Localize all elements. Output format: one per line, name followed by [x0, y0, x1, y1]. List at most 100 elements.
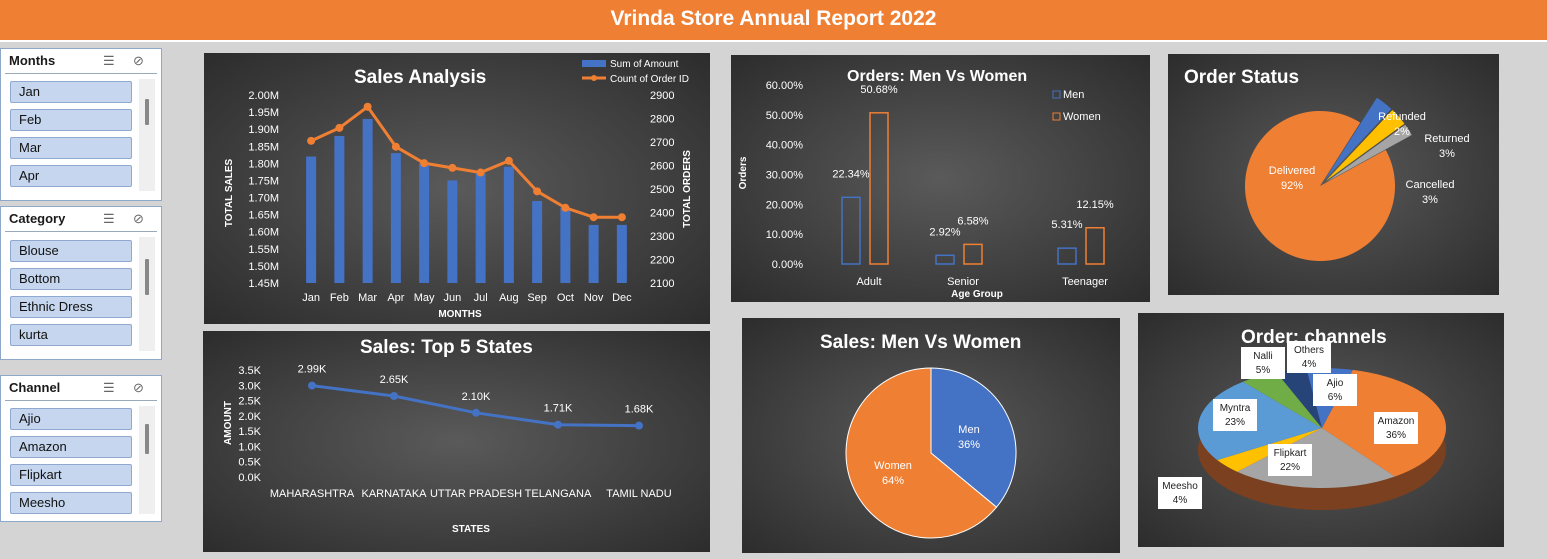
- top-states-chart[interactable]: Sales: Top 5 States 3.5K 3.0K 2.5K 2.0K 1.5K 1…: [203, 331, 710, 552]
- line-point: [561, 203, 570, 212]
- x-tick-label: Nov: [584, 292, 604, 304]
- orders-men-women-chart[interactable]: Orders: Men Vs Women 60.00% 50.00% 40.00% 30…: [731, 55, 1150, 302]
- x-tick-label: TAMIL NADU: [606, 488, 671, 500]
- clear-filter-icon[interactable]: ⊘: [133, 380, 144, 395]
- order-status-chart[interactable]: Order Status Delivered 92% Cancelled 3% Retur…: [1168, 54, 1499, 295]
- x-tick-label: Adult: [856, 276, 881, 288]
- y2-tick-label: 2300: [650, 231, 674, 243]
- slice-label-value: 3%: [1439, 148, 1455, 160]
- x-tick-label: UTTAR PRADESH: [430, 488, 522, 500]
- line-count-of-order-id: [310, 104, 622, 219]
- channel-slicer[interactable]: Channel ☰ ⊘ Ajio Amazon Flipkart Meesho: [0, 375, 162, 522]
- clear-filter-icon[interactable]: ⊘: [133, 211, 144, 226]
- y-tick-label: 30.00%: [766, 170, 804, 182]
- y-tick-label: 0.5K: [238, 457, 261, 469]
- x-axis-label: STATES: [452, 524, 490, 535]
- y2-tick-label: 2200: [650, 255, 674, 267]
- slice-label-name: Delivered: [1269, 165, 1315, 177]
- slice-label-value: 6%: [1328, 392, 1343, 403]
- bar-sum-of-amount: [390, 153, 401, 283]
- y-tick-label: 1.80M: [248, 158, 279, 170]
- bar-men: [935, 254, 955, 265]
- chart-title: Sales: Top 5 States: [360, 337, 533, 358]
- slicer-item-meesho[interactable]: Meesho: [10, 492, 132, 514]
- callout-box: [1268, 444, 1312, 476]
- multi-select-icon[interactable]: ☰: [103, 380, 115, 395]
- slice-label-name: Women: [874, 460, 912, 472]
- order-channels-chart[interactable]: Order: channels Amazon 36% Flipkart 22% Meesh…: [1138, 313, 1504, 547]
- slicer-item-mar[interactable]: Mar: [10, 137, 132, 159]
- slicer-item-jan[interactable]: Jan: [10, 81, 132, 103]
- pie-slice-nalli: [1242, 372, 1322, 428]
- chart-title: Order Status: [1184, 67, 1299, 88]
- y-tick-label: 0.00%: [772, 259, 803, 271]
- y-tick-label: 1.45M: [248, 278, 279, 290]
- x-tick-label: May: [414, 292, 435, 304]
- category-slicer[interactable]: Category ☰ ⊘ Blouse Bottom Ethnic Dress …: [0, 206, 162, 360]
- pie-slice-men: [930, 367, 1017, 508]
- pie-slice-others: [1276, 368, 1322, 428]
- y2-axis-label: TOTAL ORDERS: [682, 150, 693, 228]
- slice-label-name: Others: [1294, 345, 1324, 356]
- data-label: 6.58%: [957, 215, 988, 227]
- data-label: 5.31%: [1051, 219, 1082, 231]
- line-point: [335, 123, 344, 132]
- chart-title: Sales Analysis: [354, 67, 486, 88]
- slicer-item-bottom[interactable]: Bottom: [10, 268, 132, 290]
- slicer-item-flipkart[interactable]: Flipkart: [10, 464, 132, 486]
- months-scrollbar[interactable]: [145, 99, 149, 125]
- line-point: [476, 168, 485, 177]
- line-point: [307, 136, 316, 145]
- y-tick-label: 3.5K: [238, 365, 261, 377]
- callout-box: [1213, 399, 1257, 431]
- slicer-item-kurta[interactable]: kurta: [10, 324, 132, 346]
- slicer-item-ethnic-dress[interactable]: Ethnic Dress: [10, 296, 132, 318]
- report-title: Vrinda Store Annual Report 2022: [0, 0, 1547, 42]
- bar-sum-of-amount: [532, 200, 543, 283]
- callout-box: [1241, 347, 1285, 379]
- x-tick-label: Feb: [330, 292, 349, 304]
- y-axis-label: TOTAL SALES: [224, 159, 235, 228]
- slicer-item-blouse[interactable]: Blouse: [10, 240, 132, 262]
- sales-men-women-chart[interactable]: Sales: Men Vs Women Men 36% Women 64%: [742, 318, 1120, 553]
- multi-select-icon[interactable]: ☰: [103, 211, 115, 226]
- y-tick-label: 50.00%: [766, 110, 804, 122]
- slicer-item-feb[interactable]: Feb: [10, 109, 132, 131]
- clear-filter-icon[interactable]: ⊘: [133, 53, 144, 68]
- multi-select-icon[interactable]: ☰: [103, 53, 115, 68]
- line-point: [589, 213, 598, 222]
- sales-analysis-chart[interactable]: Sales Analysis 2.00M 1.95M 1.90M 1.85M 1.80M 1…: [204, 53, 710, 324]
- y-tick-label: 3.0K: [238, 380, 261, 392]
- x-tick-label: Jan: [302, 292, 320, 304]
- legend-label-orders: Count of Order ID: [610, 74, 689, 85]
- slice-label-value: 36%: [1386, 430, 1406, 441]
- line-point: [533, 187, 542, 196]
- pie-slice-returned: [1326, 109, 1405, 181]
- slice-label-value: 3%: [1422, 194, 1438, 206]
- y-tick-label: 1.5K: [238, 426, 261, 438]
- slicer-item-amazon[interactable]: Amazon: [10, 436, 132, 458]
- line-point: [554, 420, 562, 429]
- x-tick-label: Oct: [557, 292, 574, 304]
- bar-women: [963, 243, 983, 265]
- slice-label-name: Ajio: [1327, 378, 1344, 389]
- channel-scrollbar[interactable]: [145, 424, 149, 454]
- data-label: 1.71K: [544, 403, 573, 415]
- category-scrollbar[interactable]: [145, 259, 149, 295]
- x-tick-label: Senior: [947, 276, 979, 288]
- bar-sum-of-amount: [503, 166, 514, 283]
- x-tick-label: Aug: [499, 292, 519, 304]
- months-slicer[interactable]: Months ☰ ⊘ Jan Feb Mar Apr: [0, 48, 162, 201]
- slice-label-value: 22%: [1280, 462, 1300, 473]
- bar-sum-of-amount: [306, 156, 317, 283]
- slice-label-name: Myntra: [1220, 403, 1251, 414]
- bar-women: [869, 112, 889, 265]
- slicer-item-apr[interactable]: Apr: [10, 165, 132, 187]
- y2-tick-label: 2100: [650, 278, 674, 290]
- data-label: 2.65K: [380, 374, 409, 386]
- slicer-item-ajio[interactable]: Ajio: [10, 408, 132, 430]
- data-label: 50.68%: [860, 84, 898, 96]
- slice-label-value: 36%: [958, 439, 980, 451]
- y-tick-label: 1.65M: [248, 210, 279, 222]
- line-point: [617, 213, 626, 222]
